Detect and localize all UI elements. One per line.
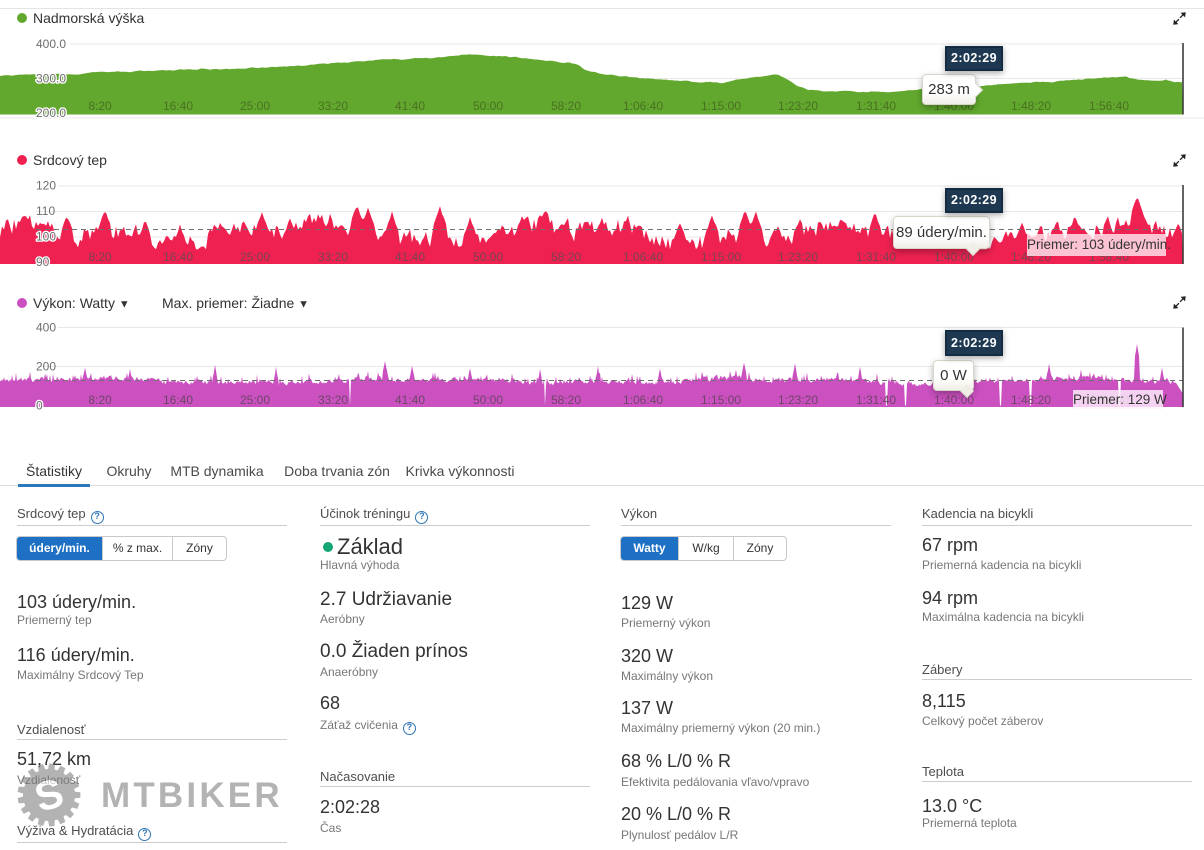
svg-text:58:20: 58:20 (551, 250, 581, 264)
svg-text:25:00: 25:00 (240, 99, 270, 113)
svg-text:1:23:20: 1:23:20 (778, 393, 818, 407)
svg-text:1:23:20: 1:23:20 (778, 250, 818, 264)
svg-text:1:06:40: 1:06:40 (623, 250, 663, 264)
svg-text:1:56:40: 1:56:40 (1089, 99, 1129, 113)
svg-text:1:40:00: 1:40:00 (934, 393, 974, 407)
svg-text:33:20: 33:20 (318, 250, 348, 264)
svg-text:110: 110 (36, 204, 55, 218)
svg-text:25:00: 25:00 (240, 250, 270, 264)
svg-text:8:20: 8:20 (88, 250, 112, 264)
svg-text:50:00: 50:00 (473, 250, 503, 264)
svg-text:300.0: 300.0 (36, 72, 66, 86)
svg-text:1:48:20: 1:48:20 (1011, 99, 1051, 113)
svg-text:33:20: 33:20 (318, 99, 348, 113)
svg-text:90: 90 (36, 255, 50, 269)
svg-text:58:20: 58:20 (551, 99, 581, 113)
svg-text:100: 100 (36, 230, 56, 244)
svg-text:1:48:20: 1:48:20 (1011, 393, 1051, 407)
svg-text:400.0: 400.0 (36, 37, 66, 51)
svg-text:1:31:40: 1:31:40 (856, 250, 896, 264)
svg-text:41:40: 41:40 (395, 393, 425, 407)
svg-text:41:40: 41:40 (395, 250, 425, 264)
svg-text:1:06:40: 1:06:40 (623, 99, 663, 113)
svg-text:33:20: 33:20 (318, 393, 348, 407)
svg-text:1:15:00: 1:15:00 (701, 250, 741, 264)
svg-text:8:20: 8:20 (88, 99, 112, 113)
svg-text:400: 400 (36, 321, 56, 335)
svg-text:200: 200 (36, 360, 56, 374)
svg-text:16:40: 16:40 (163, 99, 193, 113)
svg-text:0: 0 (36, 399, 43, 413)
svg-text:1:31:40: 1:31:40 (856, 393, 896, 407)
svg-text:50:00: 50:00 (473, 99, 503, 113)
svg-text:120: 120 (36, 179, 56, 193)
svg-text:1:06:40: 1:06:40 (623, 393, 663, 407)
svg-text:1:15:00: 1:15:00 (701, 99, 741, 113)
svg-text:25:00: 25:00 (240, 393, 270, 407)
svg-text:200.0: 200.0 (36, 106, 66, 120)
svg-text:16:40: 16:40 (163, 393, 193, 407)
svg-text:50:00: 50:00 (473, 393, 503, 407)
svg-text:58:20: 58:20 (551, 393, 581, 407)
svg-text:1:23:20: 1:23:20 (778, 99, 818, 113)
svg-text:MTBIKER: MTBIKER (101, 776, 283, 815)
svg-text:16:40: 16:40 (163, 250, 193, 264)
svg-text:1:15:00: 1:15:00 (701, 393, 741, 407)
svg-text:1:40:00: 1:40:00 (934, 250, 974, 264)
svg-text:8:20: 8:20 (88, 393, 112, 407)
svg-text:1:31:40: 1:31:40 (856, 99, 896, 113)
svg-text:41:40: 41:40 (395, 99, 425, 113)
